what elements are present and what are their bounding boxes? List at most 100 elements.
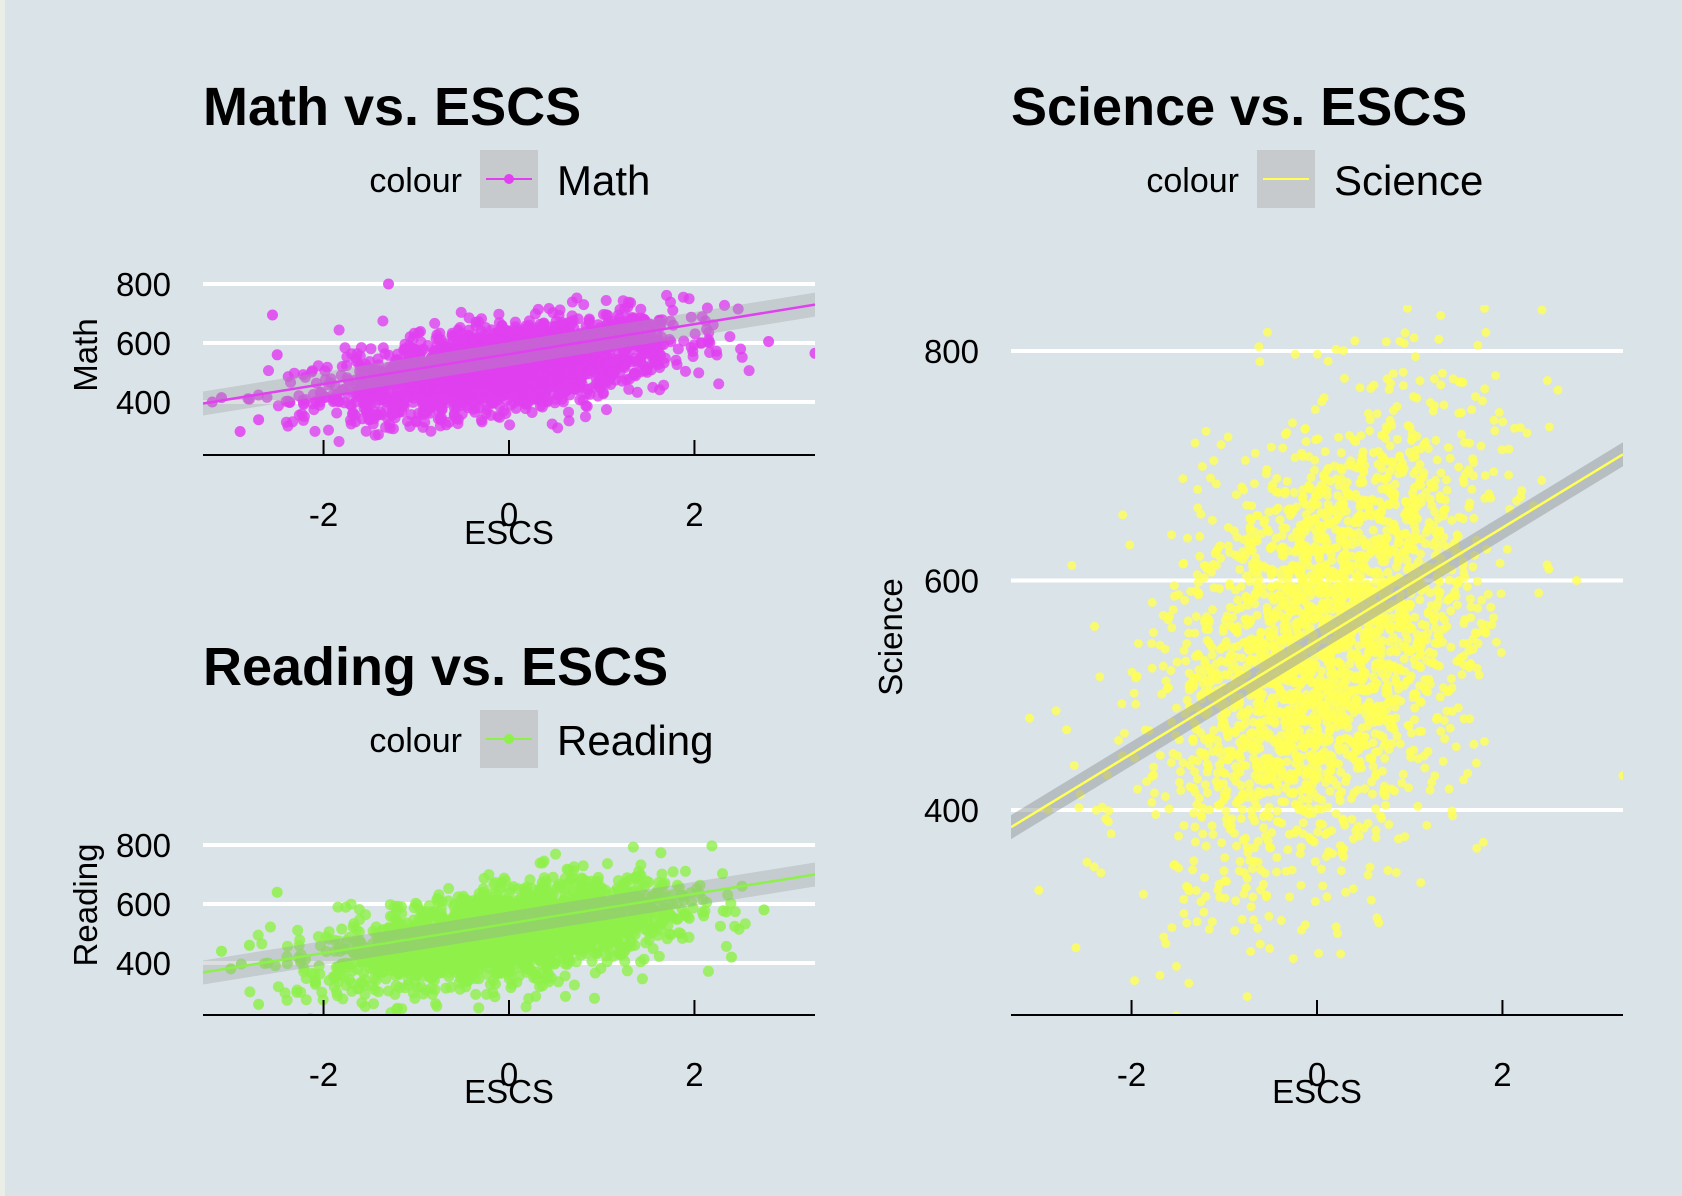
data-point xyxy=(1310,857,1320,867)
data-point xyxy=(543,303,555,314)
data-point xyxy=(1410,352,1420,362)
data-point xyxy=(555,940,566,952)
outlier-point xyxy=(726,951,737,963)
data-point xyxy=(494,366,506,378)
data-point xyxy=(335,369,347,381)
data-point xyxy=(504,386,516,398)
y-tick-label-600: 600 xyxy=(116,886,171,923)
data-point xyxy=(383,418,395,430)
data-point xyxy=(377,315,389,327)
data-point xyxy=(1471,758,1481,768)
data-point xyxy=(399,343,411,355)
data-point xyxy=(340,979,352,991)
data-point xyxy=(365,343,377,355)
data-point xyxy=(337,993,349,1005)
data-point xyxy=(1262,890,1272,900)
data-point xyxy=(420,984,432,996)
data-point xyxy=(537,857,549,869)
data-point xyxy=(1410,703,1420,713)
data-point xyxy=(1114,736,1123,745)
data-point xyxy=(487,987,499,999)
data-point xyxy=(714,920,726,932)
data-point xyxy=(390,979,402,991)
x-tick-label-2: 2 xyxy=(685,1056,703,1093)
data-point xyxy=(626,356,638,368)
data-point xyxy=(412,918,424,930)
data-point xyxy=(713,378,725,390)
data-point xyxy=(333,935,345,947)
data-point xyxy=(1200,780,1210,790)
data-point xyxy=(587,894,599,905)
data-point xyxy=(561,863,573,875)
data-point xyxy=(282,940,293,952)
data-point xyxy=(298,411,310,422)
data-point xyxy=(370,974,382,986)
data-point xyxy=(291,984,303,996)
data-point xyxy=(440,982,452,994)
data-point xyxy=(476,313,487,325)
data-point xyxy=(360,425,372,437)
data-point xyxy=(1255,939,1265,949)
data-point xyxy=(292,924,304,936)
data-point xyxy=(408,952,419,964)
data-point xyxy=(398,925,410,937)
data-point xyxy=(392,378,404,390)
data-point xyxy=(1178,474,1188,484)
data-point xyxy=(546,374,557,386)
data-point xyxy=(504,419,516,431)
outlier-point xyxy=(758,904,770,916)
x-tick-label--2: -2 xyxy=(309,496,338,533)
data-point xyxy=(463,901,475,913)
data-point xyxy=(1443,443,1453,452)
data-point xyxy=(285,376,297,388)
data-point xyxy=(361,408,373,420)
data-point xyxy=(1089,862,1099,872)
y-axis-label: Math xyxy=(67,318,104,391)
data-point xyxy=(415,357,427,369)
data-point xyxy=(592,871,604,883)
data-point xyxy=(478,333,489,344)
data-point xyxy=(586,382,598,394)
data-point xyxy=(701,323,713,335)
data-point xyxy=(1469,739,1479,749)
x-tick-label-0: 0 xyxy=(500,496,518,533)
data-point xyxy=(529,969,541,981)
data-point xyxy=(1333,929,1342,938)
data-point xyxy=(457,333,469,345)
data-point xyxy=(703,334,715,346)
data-point xyxy=(571,292,583,304)
data-point xyxy=(383,349,395,361)
data-point xyxy=(559,970,571,982)
data-point xyxy=(667,304,679,316)
data-point xyxy=(411,970,423,982)
data-point xyxy=(1478,837,1488,847)
data-point xyxy=(638,953,650,965)
data-point xyxy=(653,950,665,962)
data-point xyxy=(574,349,586,361)
data-point xyxy=(333,324,345,336)
data-point xyxy=(364,962,375,974)
data-point xyxy=(601,404,612,416)
data-point xyxy=(680,865,691,877)
data-point xyxy=(531,331,543,343)
data-point xyxy=(689,328,701,340)
data-point xyxy=(432,940,443,951)
chart-title: Reading vs. ESCS xyxy=(203,637,668,697)
data-point xyxy=(463,391,475,403)
data-point xyxy=(1490,426,1500,436)
data-point xyxy=(431,1000,443,1012)
data-point xyxy=(515,394,527,406)
data-point xyxy=(583,313,595,325)
data-point xyxy=(534,370,546,382)
data-point xyxy=(656,879,668,891)
data-point xyxy=(624,373,636,385)
data-point xyxy=(456,379,467,390)
data-point xyxy=(1181,656,1191,666)
data-point xyxy=(574,378,586,390)
data-point xyxy=(611,937,623,949)
data-point xyxy=(526,407,538,418)
data-point xyxy=(656,917,668,929)
data-point xyxy=(1313,765,1323,775)
